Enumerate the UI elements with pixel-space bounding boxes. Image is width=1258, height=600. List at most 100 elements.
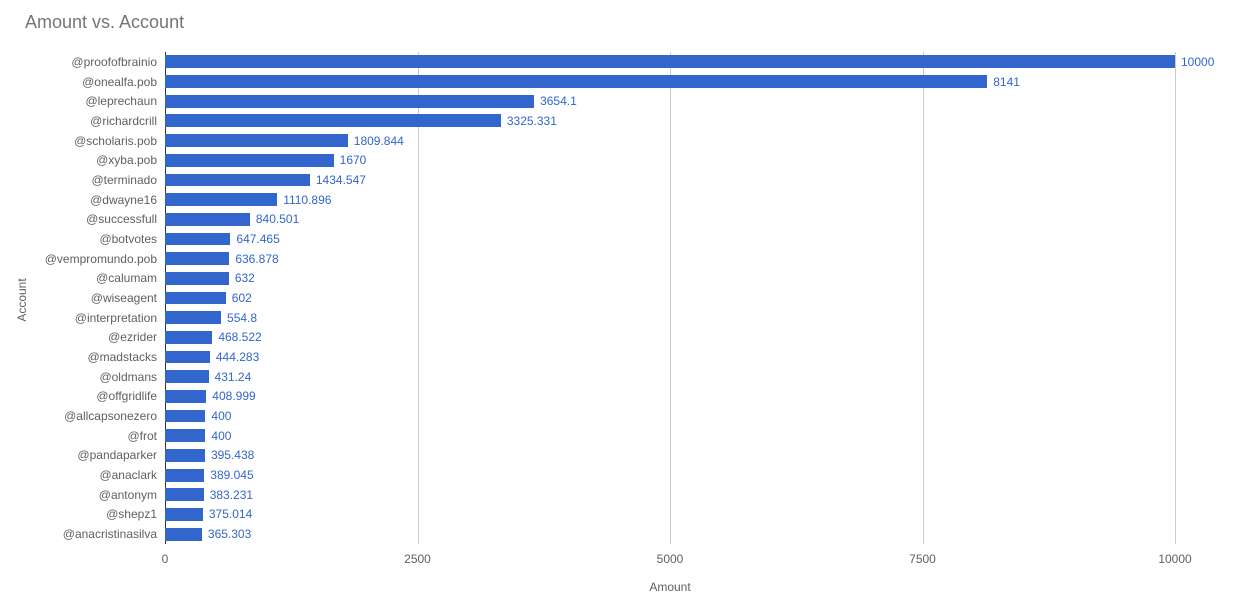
bar	[165, 193, 277, 206]
bar	[165, 311, 221, 324]
bar-value-label: 1670	[340, 153, 367, 167]
bar-row: @proofofbrainio10000	[165, 55, 1175, 68]
bar-value-label: 431.24	[215, 370, 252, 384]
bar	[165, 75, 987, 88]
bar-value-label: 3325.331	[507, 114, 557, 128]
account-label: @madstacks	[87, 350, 157, 364]
x-tick-label: 2500	[404, 552, 431, 566]
account-label: @calumam	[96, 271, 157, 285]
bar-row: @xyba.pob1670	[165, 154, 1175, 167]
bar-row: @calumam632	[165, 272, 1175, 285]
x-axis-label: Amount	[165, 580, 1175, 594]
bar	[165, 370, 209, 383]
bar-row: @allcapsonezero400	[165, 410, 1175, 423]
bar-row: @offgridlife408.999	[165, 390, 1175, 403]
y-axis-label: Account	[15, 278, 29, 321]
plot-area: 025005000750010000@proofofbrainio10000@o…	[165, 52, 1175, 544]
bar-value-label: 468.522	[218, 330, 261, 344]
bar-value-label: 632	[235, 271, 255, 285]
account-label: @xyba.pob	[96, 153, 157, 167]
bar-value-label: 647.465	[236, 232, 279, 246]
bar	[165, 410, 205, 423]
bar	[165, 213, 250, 226]
bar-value-label: 383.231	[210, 488, 253, 502]
x-tick-label: 5000	[657, 552, 684, 566]
x-tick-label: 10000	[1158, 552, 1191, 566]
bar-row: @onealfa.pob8141	[165, 75, 1175, 88]
bar-row: @anacristinasilva365.303	[165, 528, 1175, 541]
bar-value-label: 408.999	[212, 389, 255, 403]
bar	[165, 174, 310, 187]
bar-row: @oldmans431.24	[165, 370, 1175, 383]
account-label: @leprechaun	[85, 94, 157, 108]
bar	[165, 429, 205, 442]
grid-line	[1175, 52, 1176, 544]
bar-value-label: 375.014	[209, 507, 252, 521]
bar	[165, 134, 348, 147]
bar-row: @dwayne161110.896	[165, 193, 1175, 206]
bar	[165, 95, 534, 108]
account-label: @successfull	[86, 212, 157, 226]
bar-row: @shepz1375.014	[165, 508, 1175, 521]
bar-row: @leprechaun3654.1	[165, 95, 1175, 108]
account-label: @proofofbrainio	[71, 55, 157, 69]
bar-row: @madstacks444.283	[165, 351, 1175, 364]
account-label: @interpretation	[75, 311, 157, 325]
account-label: @vempromundo.pob	[45, 252, 157, 266]
bar	[165, 233, 230, 246]
account-label: @terminado	[91, 173, 157, 187]
bar	[165, 252, 229, 265]
bar-value-label: 3654.1	[540, 94, 577, 108]
bar	[165, 331, 212, 344]
bar-row: @terminado1434.547	[165, 174, 1175, 187]
x-tick-label: 7500	[909, 552, 936, 566]
bar-row: @antonym383.231	[165, 488, 1175, 501]
account-label: @frot	[127, 429, 157, 443]
bar-value-label: 554.8	[227, 311, 257, 325]
bar-row: @vempromundo.pob636.878	[165, 252, 1175, 265]
bar-row: @richardcrill3325.331	[165, 114, 1175, 127]
bar-value-label: 840.501	[256, 212, 299, 226]
chart-title: Amount vs. Account	[25, 12, 184, 33]
bar-value-label: 10000	[1181, 55, 1214, 69]
bar-row: @ezrider468.522	[165, 331, 1175, 344]
chart-root: Amount vs. Account Account 0250050007500…	[0, 0, 1258, 600]
bar	[165, 55, 1175, 68]
bar-row: @botvotes647.465	[165, 233, 1175, 246]
bar-row: @scholaris.pob1809.844	[165, 134, 1175, 147]
account-label: @oldmans	[99, 370, 157, 384]
bar	[165, 272, 229, 285]
account-label: @onealfa.pob	[82, 75, 157, 89]
bar-value-label: 1809.844	[354, 134, 404, 148]
account-label: @anaclark	[99, 468, 157, 482]
bar	[165, 469, 204, 482]
bar-row: @pandaparker395.438	[165, 449, 1175, 462]
bar	[165, 528, 202, 541]
bar-value-label: 389.045	[210, 468, 253, 482]
bar	[165, 114, 501, 127]
bar-row: @anaclark389.045	[165, 469, 1175, 482]
bar	[165, 292, 226, 305]
bar-value-label: 8141	[993, 75, 1020, 89]
bar-value-label: 602	[232, 291, 252, 305]
bar	[165, 154, 334, 167]
account-label: @anacristinasilva	[63, 527, 157, 541]
bar-value-label: 1434.547	[316, 173, 366, 187]
account-label: @richardcrill	[90, 114, 157, 128]
x-tick-label: 0	[162, 552, 169, 566]
account-label: @dwayne16	[90, 193, 157, 207]
bar	[165, 351, 210, 364]
account-label: @ezrider	[108, 330, 157, 344]
account-label: @offgridlife	[96, 389, 157, 403]
account-label: @pandaparker	[77, 448, 157, 462]
bar-row: @interpretation554.8	[165, 311, 1175, 324]
bar	[165, 390, 206, 403]
account-label: @allcapsonezero	[64, 409, 157, 423]
bar-row: @frot400	[165, 429, 1175, 442]
bar-value-label: 400	[211, 409, 231, 423]
bar	[165, 449, 205, 462]
bar-row: @successfull840.501	[165, 213, 1175, 226]
bar-value-label: 1110.896	[283, 193, 331, 207]
bar-value-label: 395.438	[211, 448, 254, 462]
bar-value-label: 636.878	[235, 252, 278, 266]
